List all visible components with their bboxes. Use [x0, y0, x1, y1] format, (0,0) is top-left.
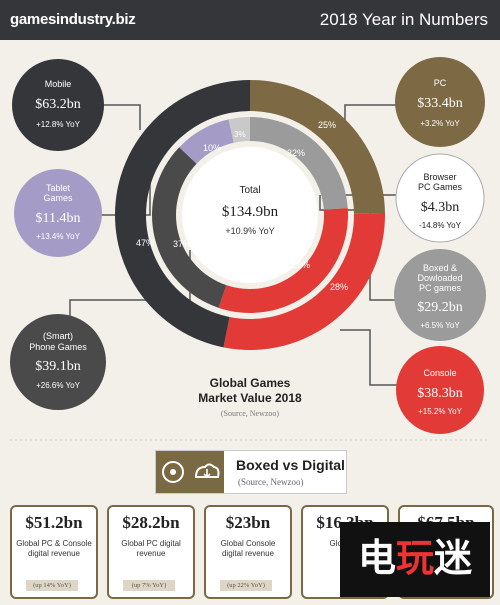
bubble-console-change: +15.2% YoY: [418, 407, 462, 416]
stat-card-change: (up 14% YoY): [26, 580, 78, 591]
stat-card-label: Global PC & Console digital revenue: [16, 539, 92, 558]
outer-slice-console: [223, 212, 385, 350]
bubble-mobile: Mobile $63.2bn +12.8% YoY: [12, 59, 104, 151]
stat-card-3: $23bn Global Console digital revenue (up…: [204, 505, 292, 599]
bubble-browser-label-2: PC Games: [418, 182, 463, 192]
bubble-tablet: Tablet Games $11.4bn +13.4% YoY: [14, 169, 102, 257]
stat-card-1: $51.2bn Global PC & Console digital reve…: [10, 505, 98, 599]
pct-boxed: 22%: [287, 148, 305, 158]
bubble-pc-change: +3.2% YoY: [420, 119, 460, 128]
stat-card-value: $23bn: [225, 513, 271, 532]
pct-mobile: 47%: [136, 238, 154, 248]
pct-pc: 25%: [318, 120, 336, 130]
bubble-browser-change: -14.8% YoY: [419, 221, 461, 230]
bubble-tablet-label-2: Games: [43, 193, 73, 203]
bubble-browser: Browser PC Games $4.3bn -14.8% YoY: [395, 153, 485, 243]
stat-card-change: (up 7% YoY): [123, 580, 175, 591]
stat-card-value: $51.2bn: [25, 513, 83, 532]
disc-icon: [162, 461, 184, 483]
inner-slice-console: [218, 208, 348, 314]
connector-console: [340, 329, 400, 386]
pct-browser: 3%: [234, 130, 246, 139]
stat-card-label: Global Console digital revenue: [220, 539, 276, 558]
outer-slice-pc: [250, 80, 385, 214]
bubble-console-label: Console: [423, 368, 456, 378]
pct-console-outer: 28%: [330, 282, 348, 292]
chart-source: (Source, Newzoo): [221, 409, 280, 418]
boxed-vs-digital-banner: Boxed vs Digital (Source, Newzoo): [155, 450, 347, 494]
boxed-digital-icons: [156, 451, 224, 493]
center-label: Total: [239, 185, 260, 196]
cloud-download-icon: [194, 463, 220, 478]
inner-ring: [152, 117, 348, 314]
pct-smartphone: 37%: [173, 239, 191, 249]
bubble-boxed-label-2: Dowloaded: [417, 273, 462, 283]
bubble-boxed-label-3: PC games: [419, 283, 462, 293]
bubble-tablet-value: $11.4bn: [36, 211, 81, 226]
inner-slice-browser-pc-games: [228, 117, 250, 143]
chart-title-1: Global Games: [210, 376, 291, 390]
pct-console-inner: 28%: [292, 260, 310, 270]
stat-card-change: (up 22% YoY): [220, 580, 272, 591]
bubble-smartphone: (Smart) Phone Games $39.1bn +26.6% YoY: [10, 314, 106, 410]
center-value: $134.9bn: [222, 204, 279, 220]
pct-tablet: 10%: [203, 143, 221, 153]
bubble-tablet-label-1: Tablet: [46, 183, 71, 193]
bubble-pc-label: PC: [434, 78, 447, 88]
bubble-boxed-label-1: Boxed &: [423, 263, 457, 273]
market-chart: Total $134.9bn +10.9% YoY 47% 25% 28% 10…: [10, 57, 490, 441]
watermark-logo: 电玩迷: [340, 522, 490, 597]
bubble-smartphone-value: $39.1bn: [35, 359, 81, 374]
outer-ring: [114, 80, 385, 350]
stat-card-label: Global PC digital revenue: [121, 539, 181, 558]
bubble-tablet-change: +13.4% YoY: [36, 232, 80, 241]
bubble-pc: PC $33.4bn +3.2% YoY: [395, 57, 485, 147]
bubble-smartphone-label-1: (Smart): [43, 331, 73, 341]
boxed-vs-digital-source: (Source, Newzoo): [238, 477, 304, 487]
bubble-mobile-change: +12.8% YoY: [36, 120, 80, 129]
inner-slice-boxed-dowloaded-pc-games: [250, 117, 348, 210]
connector-mobile: [100, 104, 141, 130]
connector-pc: [344, 104, 400, 130]
center-change: +10.9% YoY: [225, 226, 274, 236]
bubble-boxed-value: $29.2bn: [417, 300, 463, 315]
bubble-smartphone-label-2: Phone Games: [29, 342, 87, 352]
bubble-console: Console $38.3bn +15.2% YoY: [396, 346, 484, 434]
chart-title-2: Market Value 2018: [198, 391, 302, 405]
bubble-browser-label-1: Browser: [423, 172, 456, 182]
inner-slice-smart-phone-games: [152, 147, 227, 308]
bubble-smartphone-change: +26.6% YoY: [36, 381, 80, 390]
bubble-boxed-change: +6.5% YoY: [420, 321, 460, 330]
header-bar: gamesindustry.biz 2018 Year in Numbers: [0, 0, 500, 40]
stat-card-2: $28.2bn Global PC digital revenue (up 7%…: [107, 505, 195, 599]
outer-slice-mobile: [114, 80, 250, 348]
center-disc: [182, 147, 318, 283]
bubble-pc-value: $33.4bn: [417, 96, 463, 111]
bubble-browser-value: $4.3bn: [421, 200, 460, 215]
inner-slice-tablet-games: [179, 119, 234, 164]
page-title: 2018 Year in Numbers: [319, 10, 488, 29]
bubble-mobile-value: $63.2bn: [35, 97, 81, 112]
bubble-mobile-label: Mobile: [45, 79, 72, 89]
bubble-console-value: $38.3bn: [417, 386, 463, 401]
stat-card-value: $28.2bn: [122, 513, 180, 532]
bubble-boxed: Boxed & Dowloaded PC games $29.2bn +6.5%…: [394, 249, 486, 341]
site-logo[interactable]: gamesindustry.biz: [10, 11, 136, 28]
boxed-vs-digital-title: Boxed vs Digital: [236, 457, 345, 473]
